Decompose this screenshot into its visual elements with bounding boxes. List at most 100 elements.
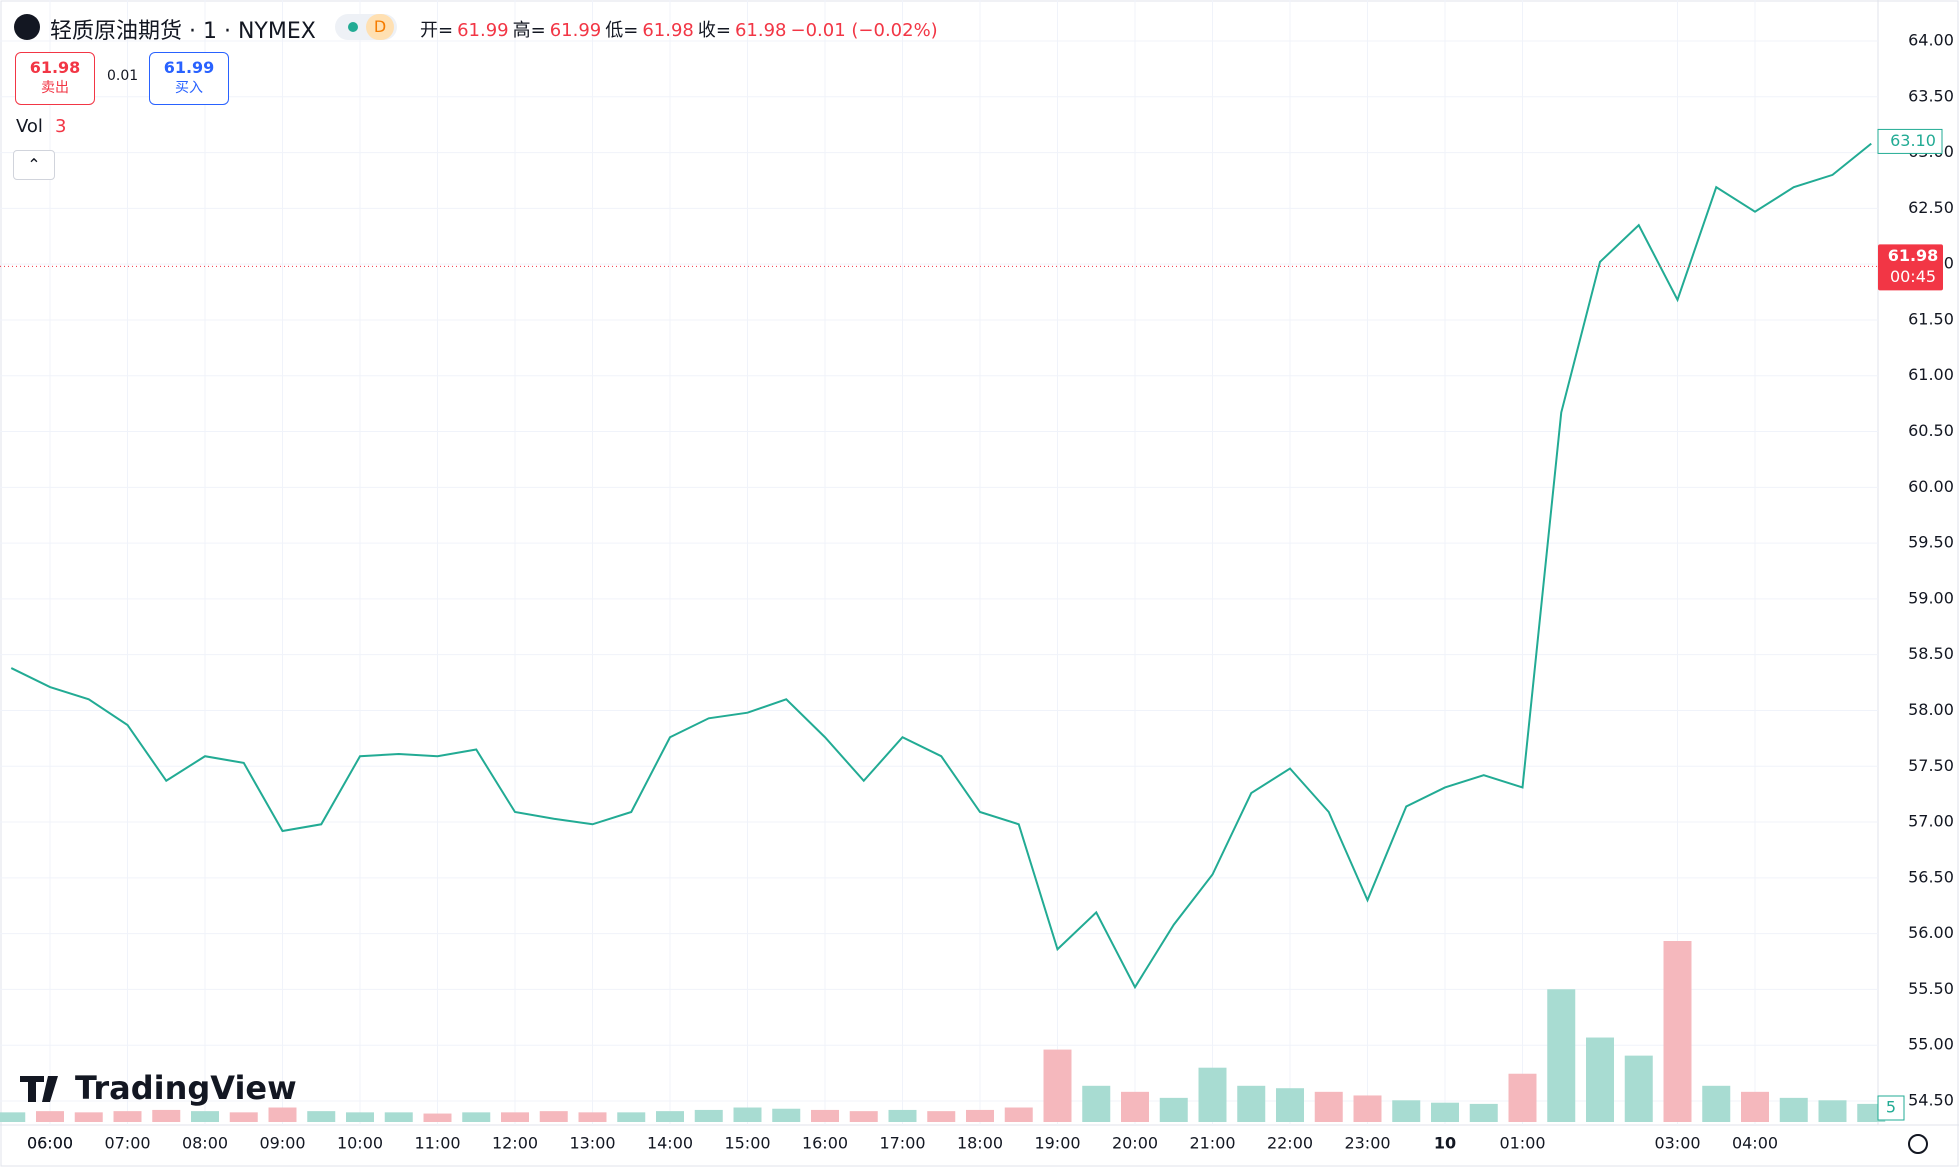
volume-bar: [1702, 1085, 1731, 1122]
volume-bar: [811, 1109, 839, 1122]
y-tick-label: 62.50: [1908, 198, 1954, 217]
volume-bar: [1741, 1091, 1769, 1122]
vol-label: Vol: [16, 116, 43, 137]
y-tick-label: 57.50: [1908, 756, 1954, 775]
volume-badge: [1877, 1095, 1905, 1121]
volume-bar: [462, 1112, 491, 1122]
vol-value: 3: [55, 116, 67, 137]
x-tick-label: 06:00: [27, 1134, 73, 1153]
volume-bar: [1121, 1091, 1149, 1122]
x-tick-label: 08:00: [182, 1134, 228, 1153]
current-price-label: 61.98: [1888, 246, 1939, 265]
sell-price: 61.98: [29, 58, 81, 77]
sell-button[interactable]: 61.98 卖出: [15, 52, 95, 105]
collapse-button[interactable]: ⌃: [13, 150, 55, 180]
y-tick-label: 59.50: [1908, 533, 1954, 552]
ohlc-value: 61.98: [642, 20, 694, 41]
x-tick-label: 12:00: [492, 1134, 538, 1153]
volume-bar: [307, 1111, 336, 1122]
x-tick-label: 15:00: [724, 1134, 770, 1153]
buy-label: 买入: [175, 80, 203, 96]
y-tick-label: 59.00: [1908, 588, 1954, 607]
price-line: [10, 142, 1872, 990]
y-tick-label: 58.50: [1908, 644, 1954, 663]
volume-bar: [229, 1112, 258, 1122]
volume-bar: [1431, 1102, 1459, 1122]
x-tick-label: 19:00: [1034, 1134, 1080, 1153]
volume-bar: [423, 1113, 452, 1122]
y-tick-label: 56.00: [1908, 923, 1954, 942]
volume-bar: [578, 1112, 607, 1122]
volume-bar: [1198, 1067, 1227, 1122]
x-tick-label: 10:00: [337, 1134, 383, 1153]
volume-bar: [113, 1111, 142, 1122]
volume-bar: [888, 1109, 917, 1122]
volume-badge-label: 5: [1886, 1098, 1896, 1117]
symbol[interactable]: 轻质原油期货 · 1 · NYMEX: [50, 19, 316, 44]
status-pill: D: [335, 14, 397, 40]
x-tick-label: 01:00: [1499, 1134, 1545, 1153]
volume-bar: [346, 1112, 374, 1122]
y-tick-label: 56.50: [1908, 867, 1954, 886]
volume-bar: [1159, 1097, 1188, 1122]
sell-label: 卖出: [41, 80, 69, 96]
watermark: TradingView: [75, 1069, 297, 1107]
y-tick-label: 55.50: [1908, 979, 1954, 998]
volume-bar: [656, 1111, 684, 1122]
volume-bar: [268, 1107, 297, 1122]
volume-bar: [539, 1111, 568, 1122]
ohlc-value: 61.99: [549, 20, 602, 41]
y-tick-label: 55.00: [1908, 1035, 1954, 1054]
volume-bar: [501, 1112, 529, 1122]
x-tick-label: 03:00: [1654, 1134, 1700, 1153]
y-tick-label: 58.00: [1908, 700, 1954, 719]
volume-bar: [849, 1111, 878, 1122]
volume-bar: [1392, 1100, 1421, 1122]
volume-bar: [1779, 1097, 1808, 1122]
volume-bar: [1082, 1085, 1111, 1122]
y-tick-label: 61.00: [1908, 365, 1954, 384]
x-tick-label: 13:00: [569, 1134, 615, 1153]
market-dot: [348, 22, 358, 32]
x-tick-label: 04:00: [1732, 1134, 1778, 1153]
volume-bar: [1818, 1100, 1847, 1122]
current-price-badge: [1878, 244, 1943, 291]
volume-bar: [966, 1109, 994, 1122]
volume-bar: [1237, 1085, 1266, 1122]
volume-bar: [1663, 941, 1692, 1122]
volume-bar: [191, 1111, 219, 1122]
volume-bar: [1508, 1073, 1537, 1122]
x-tick-label: 22:00: [1267, 1134, 1313, 1153]
ohlc-label: 低=: [605, 20, 639, 41]
volume-bar: [1586, 1037, 1614, 1122]
x-tick-label: 16:00: [802, 1134, 848, 1153]
x-tick-label: 11:00: [414, 1134, 460, 1153]
volume-bar: [617, 1112, 646, 1122]
spread: 0.01: [107, 68, 139, 84]
volume-bar: [1624, 1055, 1653, 1122]
ohlc-label: 收=: [697, 20, 731, 41]
y-tick-label: 60.00: [1908, 477, 1954, 496]
volume-bar: [1547, 989, 1576, 1122]
y-tick-label: 60.50: [1908, 421, 1954, 440]
ohlc-label: 开=: [420, 20, 454, 41]
volume-bar: [772, 1108, 801, 1122]
x-tick-label: 06:00: [27, 1134, 73, 1153]
ohlc-value: 61.99: [457, 20, 509, 41]
x-tick-label: 17:00: [879, 1134, 925, 1153]
symbol-icon: [14, 14, 40, 40]
volume-bar: [1469, 1103, 1498, 1122]
volume-bar: [74, 1112, 103, 1122]
x-tick-label: 23:00: [1344, 1134, 1390, 1153]
last-price-badge: [1877, 128, 1943, 154]
countdown: 00:45: [1890, 267, 1936, 286]
buy-button[interactable]: 61.99 买入: [149, 52, 229, 105]
volume-bar: [36, 1111, 64, 1122]
x-tick-label: 14:00: [647, 1134, 693, 1153]
ohlc-change: −0.01 (−0.02%): [790, 20, 938, 41]
y-tick-label: 63.50: [1908, 86, 1954, 105]
ohlc-label: 高=: [512, 20, 546, 41]
volume-bar: [152, 1109, 181, 1122]
